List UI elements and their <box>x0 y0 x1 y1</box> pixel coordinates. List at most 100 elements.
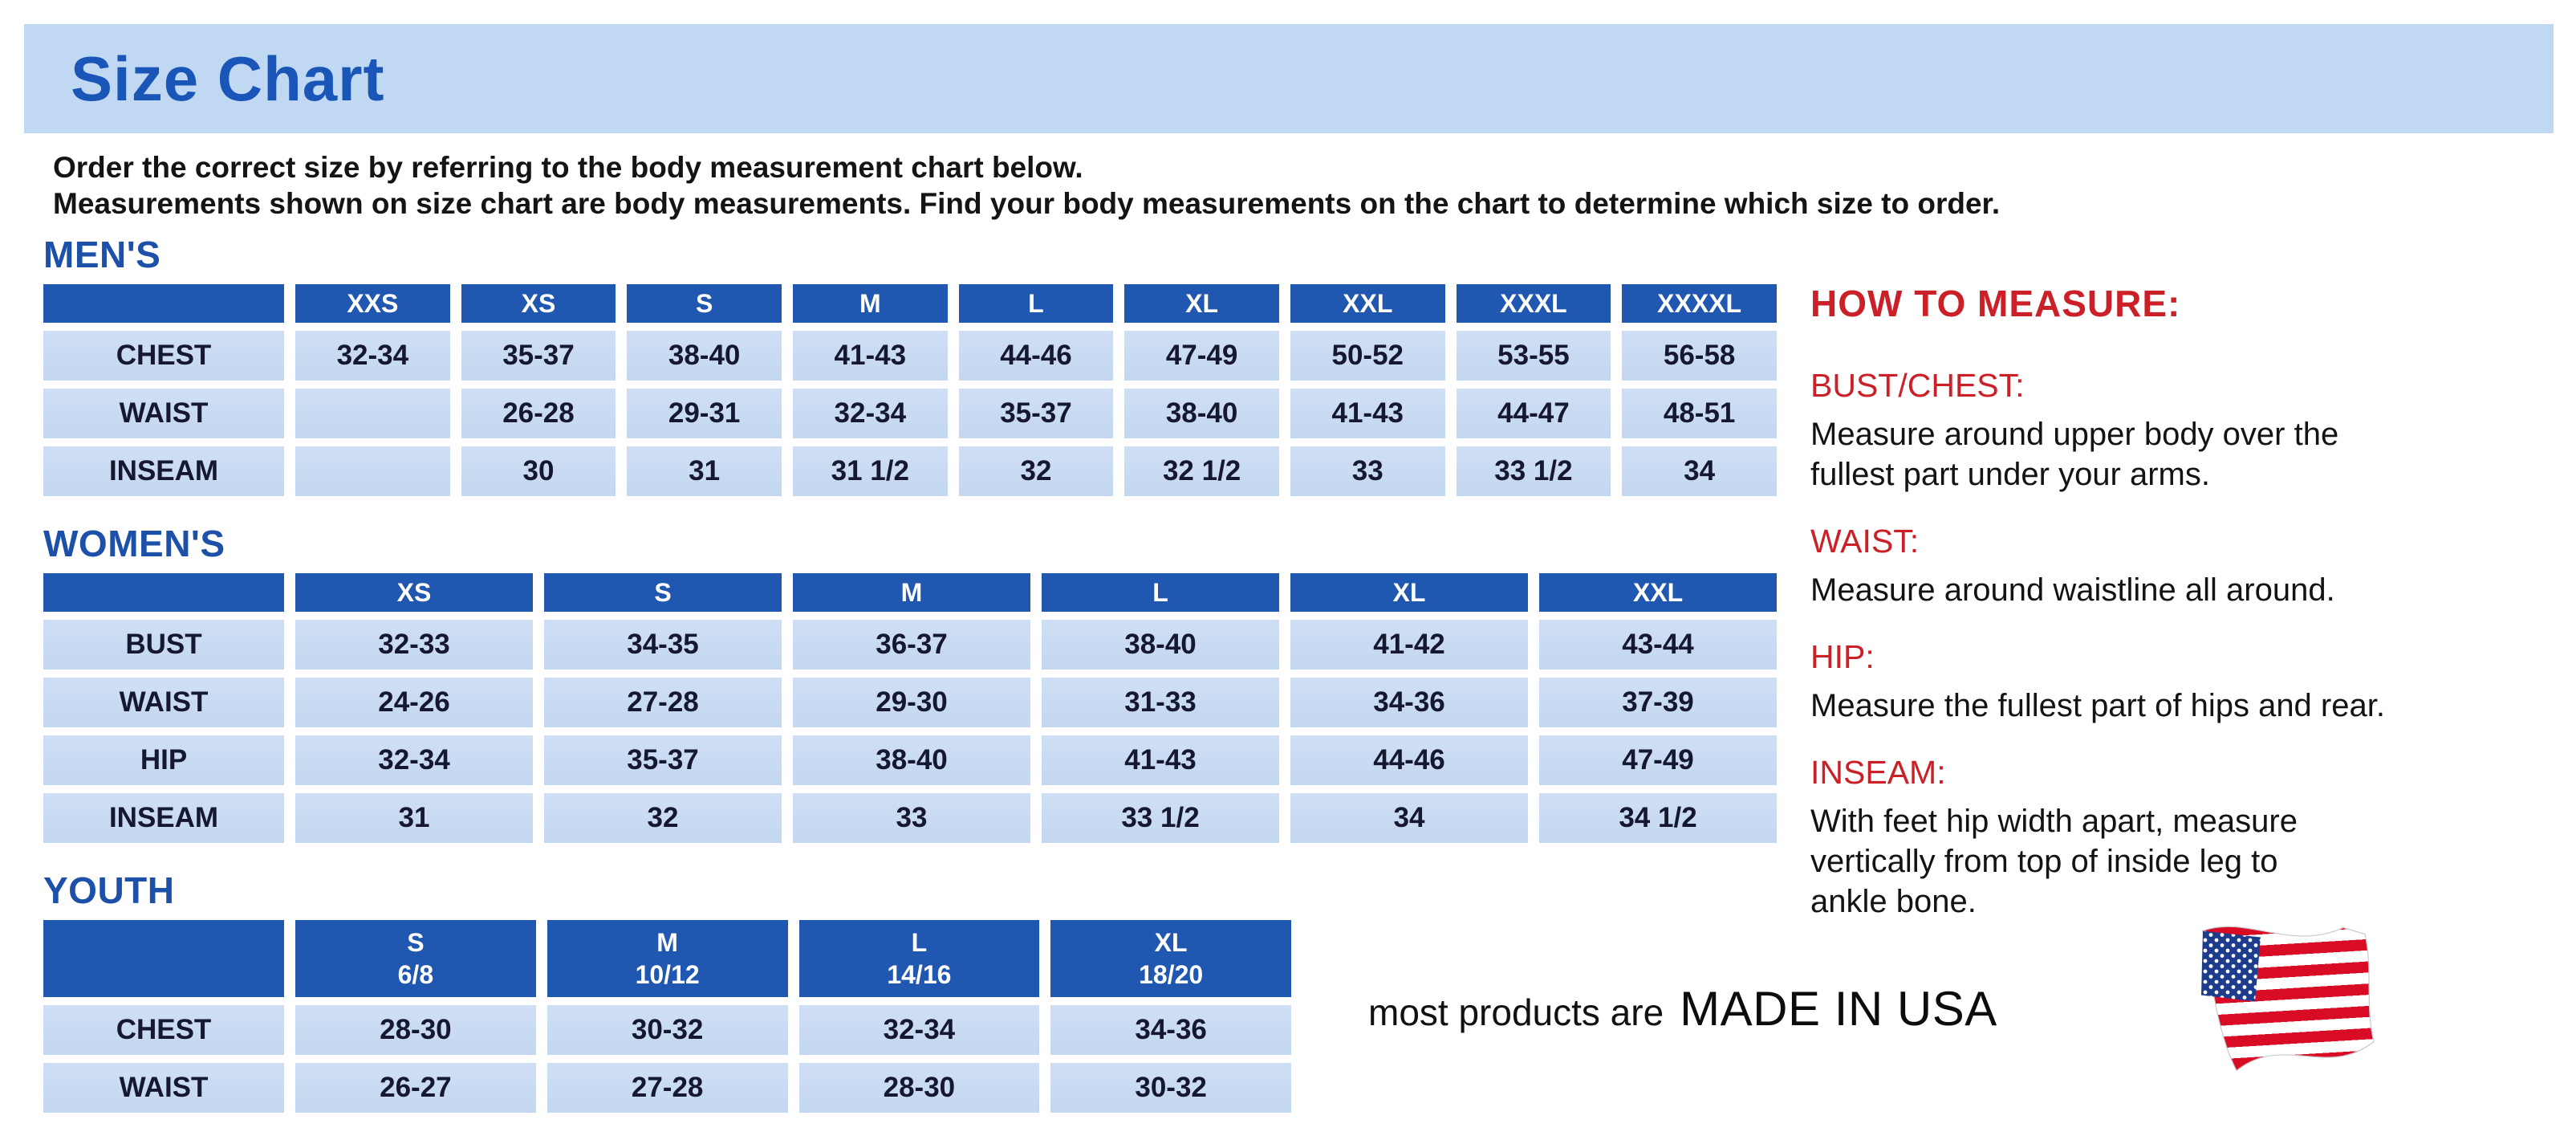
mens-cell: 32-34 <box>295 331 450 381</box>
mens-cell: 31 <box>627 446 782 496</box>
youth-cell: 34-36 <box>1050 1005 1291 1055</box>
made-in-usa-line: most products are MADE IN USA <box>1368 981 1997 1036</box>
measure-section-text: ankle bone. <box>1810 884 1977 919</box>
youth-cell: 32-34 <box>798 1005 1040 1055</box>
measure-section-label: INSEAM: <box>1810 754 1946 791</box>
mens-size-header-xxl: XXL <box>1290 284 1445 323</box>
youth-cell: 28-30 <box>295 1005 536 1055</box>
womens-cell: 38-40 <box>793 735 1030 785</box>
womens-cell: 33 <box>793 793 1030 843</box>
womens-size-header-xxl: XXL <box>1539 573 1777 612</box>
how-to-measure-column: HOW TO MEASURE: BUST/CHEST: Measure aroun… <box>1810 283 2557 949</box>
title-banner: Size Chart <box>24 24 2554 133</box>
how-to-measure-sections: BUST/CHEST: Measure around upper body ove… <box>1810 366 2557 922</box>
made-in-usa-prefix: most products are <box>1368 991 1664 1033</box>
womens-size-header-xl: XL <box>1290 573 1528 612</box>
womens-cell: 34 <box>1290 793 1528 843</box>
youth-cell: 30-32 <box>1050 1063 1291 1113</box>
womens-cell: 29-30 <box>793 678 1030 727</box>
us-flag-icon <box>2201 926 2375 1072</box>
youth-cell: 30-32 <box>546 1005 788 1055</box>
mens-size-header-xxxl: XXXL <box>1456 284 1611 323</box>
womens-cell: 32 <box>544 793 782 843</box>
measure-section-text: fullest part under your arms. <box>1810 457 2210 492</box>
intro-line-1: Order the correct size by referring to t… <box>53 151 1083 184</box>
mens-cell: 44-46 <box>958 331 1114 381</box>
mens-cell: 47-49 <box>1124 331 1279 381</box>
womens-size-table: XS S M L XL XXL BUST 32-33 34-35 36-37 38-40 41-42 4… <box>43 565 1788 851</box>
womens-cell: 31 <box>295 793 533 843</box>
womens-row-waist: WAIST 24-26 27-28 29-30 31-33 34-36 37-39 <box>43 678 1777 727</box>
womens-cell: 44-46 <box>1290 735 1528 785</box>
youth-header-corner <box>43 920 284 997</box>
mens-header-corner <box>43 284 284 323</box>
womens-cell: 35-37 <box>544 735 782 785</box>
measure-section-label: BUST/CHEST: <box>1810 367 2025 404</box>
youth-row-label: WAIST <box>43 1063 284 1113</box>
mens-row-waist: WAIST 26-28 29-31 32-34 35-37 38-40 41-43 44-47… <box>43 389 1777 438</box>
mens-row-label: CHEST <box>43 331 284 381</box>
womens-cell: 41-43 <box>1042 735 1279 785</box>
womens-size-header-s: S <box>544 573 782 612</box>
size-tables-column: MEN'S XXS XS S M L XL XXL XXXL XXXXL CHEST 32-34 35… <box>43 234 1788 1140</box>
womens-cell: 32-33 <box>295 620 533 670</box>
mens-cell: 33 1/2 <box>1456 446 1611 496</box>
womens-cell: 34-35 <box>544 620 782 670</box>
womens-cell: 38-40 <box>1042 620 1279 670</box>
womens-row-label: HIP <box>43 735 284 785</box>
mens-row-label: INSEAM <box>43 446 284 496</box>
mens-cell: 38-40 <box>627 331 782 381</box>
mens-size-table: XXS XS S M L XL XXL XXXL XXXXL CHEST 32-34 35-37 38-… <box>43 276 1788 504</box>
mens-cell: 32 1/2 <box>1124 446 1279 496</box>
mens-row-inseam: INSEAM 30 31 31 1/2 32 32 1/2 33 33 1/2 34 <box>43 446 1777 496</box>
mens-cell: 32 <box>958 446 1114 496</box>
measure-section-label: WAIST: <box>1810 523 1920 560</box>
mens-row-label: WAIST <box>43 389 284 438</box>
mens-size-header-xl: XL <box>1124 284 1279 323</box>
made-in-usa-text: MADE IN USA <box>1680 982 1997 1036</box>
mens-size-header-xxxxl: XXXXL <box>1622 284 1777 323</box>
mens-cell: 38-40 <box>1124 389 1279 438</box>
mens-cell: 41-43 <box>792 331 948 381</box>
womens-cell: 33 1/2 <box>1042 793 1279 843</box>
mens-cell: 35-37 <box>461 331 616 381</box>
womens-cell: 27-28 <box>544 678 782 727</box>
mens-cell: 29-31 <box>627 389 782 438</box>
womens-size-header-l: L <box>1042 573 1279 612</box>
womens-cell: 43-44 <box>1539 620 1777 670</box>
measure-section-text: vertically from top of inside leg to <box>1810 844 2278 879</box>
womens-cell: 41-42 <box>1290 620 1528 670</box>
mens-cell: 31 1/2 <box>792 446 948 496</box>
youth-row-chest: CHEST 28-30 30-32 32-34 34-36 <box>43 1005 1291 1055</box>
womens-cell: 36-37 <box>793 620 1030 670</box>
womens-cell: 37-39 <box>1539 678 1777 727</box>
youth-cell: 27-28 <box>546 1063 788 1113</box>
womens-row-label: BUST <box>43 620 284 670</box>
mens-cell: 53-55 <box>1456 331 1611 381</box>
mens-size-header-xxs: XXS <box>295 284 450 323</box>
measure-section-text: Measure around waistline all around. <box>1810 572 2335 608</box>
youth-cell: 28-30 <box>798 1063 1040 1113</box>
womens-cell: 32-34 <box>295 735 533 785</box>
intro-text: Order the correct size by referring to t… <box>53 149 2000 222</box>
womens-size-header-m: M <box>793 573 1030 612</box>
youth-size-table: S 6/8 M 10/12 L 14/16 XL 18/20 CHEST 28-30 30-32 32… <box>43 912 1788 1121</box>
mens-cell: 30 <box>461 446 616 496</box>
measure-section-bustchest: BUST/CHEST: Measure around upper body ove… <box>1810 366 2557 495</box>
measure-section-label: HIP: <box>1810 638 1875 675</box>
measure-section-text: Measure the fullest part of hips and rea… <box>1810 688 2385 723</box>
measure-section-inseam: INSEAM: With feet hip width apart, measur… <box>1810 753 2557 922</box>
mens-cell: 48-51 <box>1622 389 1777 438</box>
intro-line-2: Measurements shown on size chart are bod… <box>53 187 2001 220</box>
womens-row-label: WAIST <box>43 678 284 727</box>
mens-cell: 34 <box>1622 446 1777 496</box>
womens-cell: 34 1/2 <box>1539 793 1777 843</box>
womens-row-hip: HIP 32-34 35-37 38-40 41-43 44-46 47-49 <box>43 735 1777 785</box>
mens-cell: 41-43 <box>1290 389 1445 438</box>
womens-heading: WOMEN'S <box>43 523 226 564</box>
mens-heading: MEN'S <box>43 234 161 275</box>
measure-section-text: With feet hip width apart, measure <box>1810 804 2298 839</box>
youth-size-header-m: M 10/12 <box>546 920 788 997</box>
mens-size-header-l: L <box>958 284 1114 323</box>
mens-cell: 33 <box>1290 446 1445 496</box>
